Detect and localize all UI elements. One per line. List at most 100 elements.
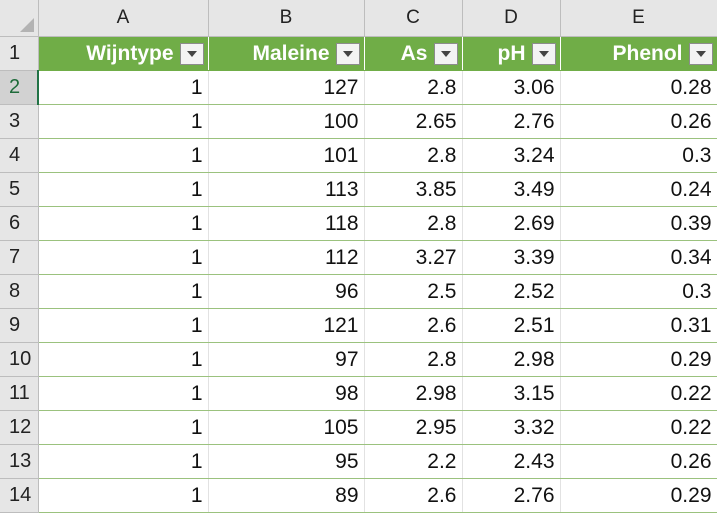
cell-maleine[interactable]: 100 xyxy=(208,104,365,139)
row-header[interactable]: 14 xyxy=(0,478,39,513)
cell-phenol[interactable]: 0.26 xyxy=(560,104,717,139)
cell-wijntype[interactable]: 1 xyxy=(38,70,209,105)
column-header-row: A B C D E xyxy=(0,0,717,37)
cell-wijntype[interactable]: 1 xyxy=(38,240,209,275)
row-header[interactable]: 4 xyxy=(0,138,39,173)
cell-wijntype[interactable]: 1 xyxy=(38,410,209,445)
cell-maleine[interactable]: 101 xyxy=(208,138,365,173)
row-header[interactable]: 7 xyxy=(0,240,39,275)
cell-as[interactable]: 2.6 xyxy=(364,308,463,343)
row-header[interactable]: 3 xyxy=(0,104,39,139)
filter-dropdown-as[interactable] xyxy=(433,42,458,65)
cell-phenol[interactable]: 0.22 xyxy=(560,410,717,445)
row-header[interactable]: 8 xyxy=(0,274,39,309)
cell-phenol[interactable]: 0.26 xyxy=(560,444,717,479)
header-cell-wijntype[interactable]: Wijntype xyxy=(38,36,209,71)
cell-ph[interactable]: 3.06 xyxy=(462,70,561,105)
cell-ph[interactable]: 3.39 xyxy=(462,240,561,275)
cell-ph[interactable]: 2.69 xyxy=(462,206,561,241)
row-header[interactable]: 10 xyxy=(0,342,39,377)
cell-phenol[interactable]: 0.34 xyxy=(560,240,717,275)
cell-phenol[interactable]: 0.3 xyxy=(560,138,717,173)
cell-wijntype[interactable]: 1 xyxy=(38,342,209,377)
cell-as[interactable]: 2.8 xyxy=(364,342,463,377)
cell-phenol[interactable]: 0.3 xyxy=(560,274,717,309)
cell-as[interactable]: 3.27 xyxy=(364,240,463,275)
filter-dropdown-phenol[interactable] xyxy=(688,42,713,65)
cell-ph[interactable]: 3.24 xyxy=(462,138,561,173)
select-all-corner[interactable] xyxy=(0,0,39,37)
cell-phenol[interactable]: 0.39 xyxy=(560,206,717,241)
cell-wijntype[interactable]: 1 xyxy=(38,104,209,139)
row-header-1[interactable]: 1 xyxy=(0,36,39,71)
column-header-e[interactable]: E xyxy=(560,0,717,37)
cell-maleine[interactable]: 127 xyxy=(208,70,365,105)
row-header[interactable]: 9 xyxy=(0,308,39,343)
cell-as[interactable]: 2.8 xyxy=(364,70,463,105)
cell-as[interactable]: 2.8 xyxy=(364,138,463,173)
cell-as[interactable]: 2.98 xyxy=(364,376,463,411)
header-cell-maleine[interactable]: Maleine xyxy=(208,36,365,71)
cell-wijntype[interactable]: 1 xyxy=(38,206,209,241)
column-header-b[interactable]: B xyxy=(208,0,365,37)
cell-maleine[interactable]: 89 xyxy=(208,478,365,513)
cell-phenol[interactable]: 0.22 xyxy=(560,376,717,411)
table-row: 10 1 97 2.8 2.98 0.29 xyxy=(0,342,717,377)
row-header[interactable]: 2 xyxy=(0,70,39,105)
column-header-c[interactable]: C xyxy=(364,0,463,37)
cell-wijntype[interactable]: 1 xyxy=(38,138,209,173)
row-header[interactable]: 5 xyxy=(0,172,39,207)
cell-ph[interactable]: 3.15 xyxy=(462,376,561,411)
cell-wijntype[interactable]: 1 xyxy=(38,478,209,513)
cell-ph[interactable]: 2.76 xyxy=(462,104,561,139)
cell-ph[interactable]: 3.32 xyxy=(462,410,561,445)
cell-maleine[interactable]: 105 xyxy=(208,410,365,445)
filter-dropdown-wijntype[interactable] xyxy=(179,42,204,65)
cell-ph[interactable]: 3.49 xyxy=(462,172,561,207)
cell-phenol[interactable]: 0.24 xyxy=(560,172,717,207)
cell-phenol[interactable]: 0.31 xyxy=(560,308,717,343)
cell-wijntype[interactable]: 1 xyxy=(38,172,209,207)
cell-ph[interactable]: 2.76 xyxy=(462,478,561,513)
cell-maleine[interactable]: 121 xyxy=(208,308,365,343)
row-header[interactable]: 6 xyxy=(0,206,39,241)
cell-maleine[interactable]: 97 xyxy=(208,342,365,377)
cell-ph[interactable]: 2.43 xyxy=(462,444,561,479)
table-row: 9 1 121 2.6 2.51 0.31 xyxy=(0,308,717,343)
row-header[interactable]: 12 xyxy=(0,410,39,445)
cell-ph[interactable]: 2.52 xyxy=(462,274,561,309)
cell-as[interactable]: 2.6 xyxy=(364,478,463,513)
header-cell-ph[interactable]: pH xyxy=(462,36,561,71)
column-header-d[interactable]: D xyxy=(462,0,561,37)
row-header[interactable]: 13 xyxy=(0,444,39,479)
cell-as[interactable]: 2.65 xyxy=(364,104,463,139)
column-header-a[interactable]: A xyxy=(38,0,209,37)
cell-maleine[interactable]: 98 xyxy=(208,376,365,411)
cell-maleine[interactable]: 95 xyxy=(208,444,365,479)
cell-phenol[interactable]: 0.29 xyxy=(560,478,717,513)
header-cell-phenol[interactable]: Phenol xyxy=(560,36,717,71)
cell-wijntype[interactable]: 1 xyxy=(38,444,209,479)
cell-ph[interactable]: 2.98 xyxy=(462,342,561,377)
cell-maleine[interactable]: 118 xyxy=(208,206,365,241)
row-header[interactable]: 11 xyxy=(0,376,39,411)
cell-wijntype[interactable]: 1 xyxy=(38,274,209,309)
filter-dropdown-maleine[interactable] xyxy=(335,42,360,65)
cell-as[interactable]: 3.85 xyxy=(364,172,463,207)
filter-dropdown-ph[interactable] xyxy=(531,42,556,65)
cell-as[interactable]: 2.2 xyxy=(364,444,463,479)
cell-as[interactable]: 2.5 xyxy=(364,274,463,309)
cell-wijntype[interactable]: 1 xyxy=(38,376,209,411)
cell-maleine[interactable]: 96 xyxy=(208,274,365,309)
cell-as[interactable]: 2.8 xyxy=(364,206,463,241)
cell-wijntype[interactable]: 1 xyxy=(38,308,209,343)
cell-phenol[interactable]: 0.29 xyxy=(560,342,717,377)
cell-maleine[interactable]: 112 xyxy=(208,240,365,275)
cell-phenol[interactable]: 0.28 xyxy=(560,70,717,105)
cell-ph[interactable]: 2.51 xyxy=(462,308,561,343)
header-cell-as[interactable]: As xyxy=(364,36,463,71)
table-row: 4 1 101 2.8 3.24 0.3 xyxy=(0,138,717,173)
cell-as[interactable]: 2.95 xyxy=(364,410,463,445)
cell-maleine[interactable]: 113 xyxy=(208,172,365,207)
